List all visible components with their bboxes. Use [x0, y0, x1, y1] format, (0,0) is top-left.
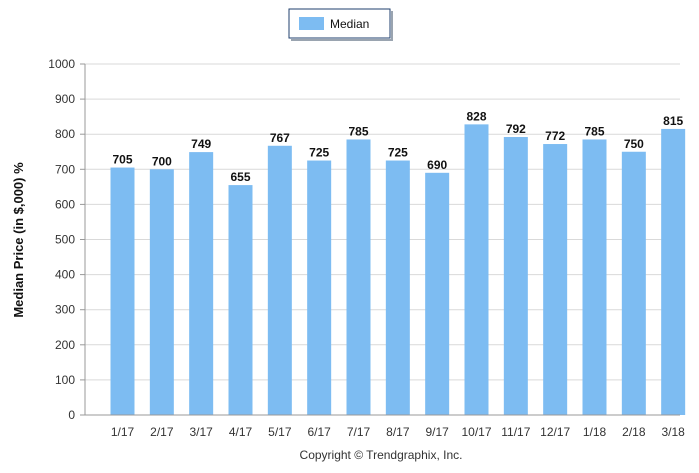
axes — [84, 64, 680, 416]
x-tick-label: 2/17 — [150, 425, 174, 439]
y-tick-label: 1000 — [48, 57, 75, 71]
legend-box-shadow-bottom — [291, 39, 393, 41]
bar — [621, 151, 646, 415]
y-tick-label: 500 — [55, 233, 75, 247]
copyright-text: Copyright © Trendgraphix, Inc. — [300, 448, 463, 462]
data-label: 705 — [112, 153, 132, 167]
x-tick-label: 10/17 — [461, 425, 491, 439]
bar — [425, 172, 450, 415]
bar — [582, 139, 607, 415]
x-tick-label: 7/17 — [347, 425, 371, 439]
y-axis-title: Median Price (in $,000) % — [11, 162, 26, 318]
data-label: 750 — [624, 137, 644, 151]
y-tick-label: 100 — [55, 373, 75, 387]
legend-label: Median — [330, 17, 369, 31]
y-tick-label: 900 — [55, 92, 75, 106]
y-tick-label: 200 — [55, 338, 75, 352]
bar — [307, 160, 332, 415]
legend-swatch — [299, 17, 324, 30]
data-label: 725 — [309, 146, 329, 160]
x-tick-label: 1/18 — [583, 425, 607, 439]
data-label: 792 — [506, 122, 526, 136]
y-axis-ticks: 0 100 200 300 400 500 600 700 800 900 1000 — [48, 57, 85, 422]
x-tick-label: 5/17 — [268, 425, 292, 439]
x-tick-label: 3/17 — [189, 425, 213, 439]
x-axis-ticks: 1/17 2/17 3/17 4/17 5/17 6/17 7/17 8/17 9/17 10/1… — [111, 425, 685, 439]
bar — [189, 152, 214, 415]
bars — [110, 124, 686, 415]
gridlines — [85, 63, 680, 416]
data-label: 815 — [663, 114, 683, 128]
bar — [503, 137, 528, 415]
data-labels: 705 700 749 655 767 725 785 725 690 828 792 772 785 7… — [112, 109, 683, 184]
bar — [464, 124, 489, 415]
x-tick-label: 4/17 — [229, 425, 253, 439]
bar — [661, 128, 686, 415]
y-tick-label: 700 — [55, 162, 75, 176]
legend: Median — [288, 8, 393, 41]
data-label: 700 — [152, 154, 172, 168]
bar — [110, 167, 135, 415]
bar — [346, 139, 371, 415]
x-tick-label: 2/18 — [622, 425, 646, 439]
bar — [149, 169, 174, 415]
x-tick-label: 12/17 — [540, 425, 570, 439]
data-label: 785 — [584, 124, 604, 138]
bar — [228, 185, 253, 415]
data-label: 690 — [427, 158, 447, 172]
y-tick-label: 400 — [55, 268, 75, 282]
y-tick-label: 600 — [55, 197, 75, 211]
data-label: 749 — [191, 137, 211, 151]
x-tick-label: 9/17 — [425, 425, 449, 439]
bar — [543, 144, 568, 415]
y-tick-label: 0 — [68, 408, 75, 422]
x-tick-label: 1/17 — [111, 425, 135, 439]
data-label: 655 — [230, 170, 250, 184]
x-tick-label: 8/17 — [386, 425, 410, 439]
data-label: 828 — [466, 109, 486, 123]
data-label: 772 — [545, 129, 565, 143]
bar — [267, 145, 292, 415]
x-tick-label: 6/17 — [307, 425, 331, 439]
y-tick-label: 300 — [55, 303, 75, 317]
legend-box-shadow — [391, 11, 393, 40]
x-tick-label: 11/17 — [501, 425, 530, 439]
x-tick-label: 3/18 — [661, 425, 685, 439]
bar — [385, 160, 410, 415]
data-label: 725 — [388, 146, 408, 160]
data-label: 785 — [348, 124, 368, 138]
data-label: 767 — [270, 131, 290, 145]
y-tick-label: 800 — [55, 127, 75, 141]
